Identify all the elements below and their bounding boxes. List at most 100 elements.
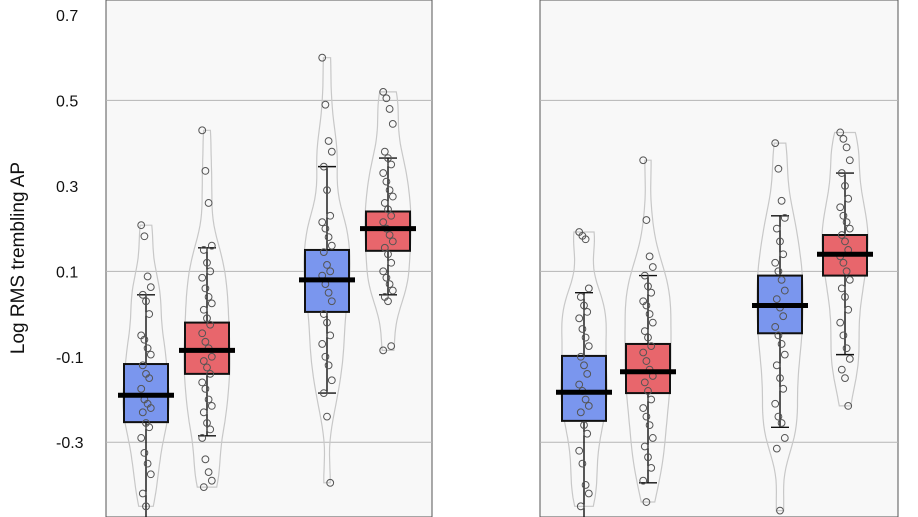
data-point xyxy=(772,361,781,370)
data-point xyxy=(645,252,654,261)
data-point xyxy=(138,489,147,498)
y-axis-label: Log RMS trembling AP xyxy=(8,162,29,354)
data-point xyxy=(776,374,784,383)
data-point xyxy=(379,169,388,177)
data-point xyxy=(206,425,215,434)
data-point xyxy=(639,156,648,165)
data-point xyxy=(379,87,388,96)
data-point xyxy=(143,459,152,468)
data-point xyxy=(379,346,388,355)
data-point xyxy=(578,325,587,333)
data-point xyxy=(580,361,588,370)
data-point xyxy=(207,402,216,410)
y-tick-label: 0.3 xyxy=(56,179,78,196)
data-point xyxy=(203,419,211,427)
data-point xyxy=(198,329,207,338)
data-point xyxy=(318,218,327,227)
data-point xyxy=(774,412,783,421)
data-point xyxy=(584,342,593,350)
data-point xyxy=(844,305,853,314)
data-point xyxy=(642,357,651,365)
data-point xyxy=(140,449,149,457)
data-point xyxy=(644,387,652,395)
data-point xyxy=(576,408,585,417)
data-point xyxy=(318,53,327,62)
box-group xyxy=(752,139,808,515)
data-point xyxy=(779,250,788,259)
data-point xyxy=(647,463,656,472)
data-point xyxy=(146,283,155,292)
data-point xyxy=(138,408,147,417)
data-point xyxy=(382,273,391,282)
red-box xyxy=(625,342,671,395)
data-point xyxy=(203,314,211,323)
data-point xyxy=(772,224,781,233)
data-point xyxy=(839,331,848,340)
data-point xyxy=(138,290,147,299)
data-point xyxy=(642,216,651,224)
data-point xyxy=(639,404,648,412)
data-point xyxy=(198,378,207,387)
data-point xyxy=(387,342,396,350)
data-point xyxy=(319,248,328,256)
data-point xyxy=(639,476,648,485)
data-point xyxy=(580,301,588,310)
data-point xyxy=(385,105,394,113)
data-point xyxy=(576,352,585,361)
data-point xyxy=(580,421,588,430)
y-tick-label: 0.7 xyxy=(56,8,78,25)
data-point xyxy=(201,455,210,464)
data-point xyxy=(324,288,333,297)
data-point xyxy=(841,237,849,246)
data-point xyxy=(387,211,396,220)
data-point xyxy=(326,267,335,276)
data-point xyxy=(774,331,783,340)
data-point xyxy=(207,299,216,308)
data-point xyxy=(140,232,149,241)
data-point xyxy=(201,384,210,393)
data-point xyxy=(324,137,333,145)
red-box xyxy=(365,210,411,252)
data-point xyxy=(837,365,846,374)
box-group xyxy=(299,53,355,487)
data-point xyxy=(583,369,592,378)
data-point xyxy=(324,233,333,242)
data-point xyxy=(777,340,786,348)
data-point xyxy=(327,147,336,156)
data-point xyxy=(380,147,389,156)
data-point xyxy=(146,470,155,479)
data-point xyxy=(584,284,593,293)
data-point xyxy=(581,235,590,244)
data-point xyxy=(382,177,391,186)
data-point xyxy=(575,314,584,323)
data-point xyxy=(777,196,786,205)
data-point xyxy=(640,271,649,280)
data-point xyxy=(201,337,210,346)
data-point xyxy=(327,376,336,385)
data-point xyxy=(388,120,397,128)
panel-right xyxy=(539,0,899,517)
data-point xyxy=(583,308,592,316)
data-point xyxy=(839,134,848,143)
data-point xyxy=(145,374,154,383)
data-point xyxy=(842,267,851,276)
data-point xyxy=(647,342,656,350)
data-point xyxy=(384,297,392,306)
data-point xyxy=(207,241,216,250)
data-point xyxy=(842,344,851,353)
panel-background xyxy=(105,0,433,517)
data-point xyxy=(644,453,652,462)
violin-outline xyxy=(756,142,804,512)
data-point xyxy=(845,355,854,363)
data-point xyxy=(647,288,656,297)
data-point xyxy=(385,186,394,195)
data-point xyxy=(199,483,208,491)
data-point xyxy=(323,318,331,327)
data-point xyxy=(644,333,652,342)
data-point xyxy=(777,419,786,427)
data-point xyxy=(836,318,845,327)
data-point xyxy=(771,258,780,267)
data-point xyxy=(780,214,789,222)
data-point xyxy=(206,369,215,378)
